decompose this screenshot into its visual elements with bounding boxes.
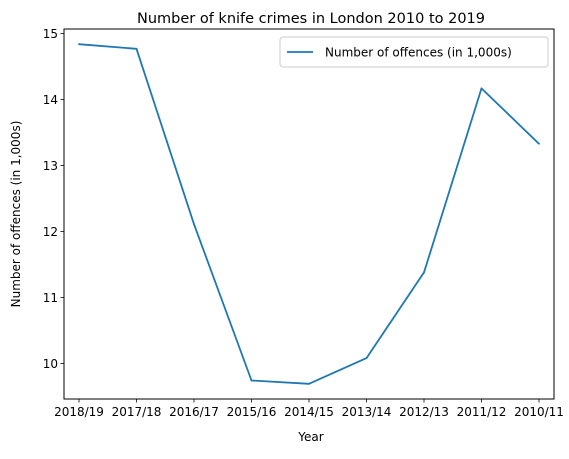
chart-title: Number of knife crimes in London 2010 to… [137, 11, 485, 27]
y-tick-label: 13 [43, 159, 58, 173]
y-axis-label: Number of offences (in 1,000s) [9, 121, 23, 308]
data-point [538, 142, 540, 145]
legend-box [279, 36, 549, 68]
data-point [135, 47, 138, 50]
data-point [308, 382, 310, 385]
y-tick-label: 15 [43, 27, 58, 41]
x-axis: 2018/19 2017/18 2016/17 2015/16 2014/15 2013/… [54, 399, 564, 419]
x-tick-label: 2013/14 [342, 405, 392, 419]
x-tick-label: 2015/16 [227, 405, 277, 419]
y-tick-label: 12 [43, 225, 58, 239]
y-axis: 10 11 12 13 14 15 [43, 27, 64, 371]
x-tick-label: 2016/17 [169, 405, 219, 419]
data-point [365, 357, 368, 360]
legend: Number of offences (in 1,000s) [279, 36, 549, 68]
legend-label: Number of offences (in 1,000s) [325, 46, 512, 60]
data-point [193, 223, 195, 226]
y-tick-label: 11 [43, 291, 58, 305]
data-point [250, 379, 253, 382]
x-tick-label: 2018/19 [54, 405, 104, 419]
x-tick-label: 2010/11 [514, 405, 564, 419]
x-tick-label: 2017/18 [112, 405, 162, 419]
x-tick-label: 2012/13 [399, 405, 449, 419]
x-tick-label: 2014/15 [284, 405, 334, 419]
y-tick-label: 10 [43, 357, 58, 371]
series-layer [78, 43, 540, 385]
x-tick-label: 2011/12 [457, 405, 507, 419]
y-tick-label: 14 [43, 93, 58, 107]
data-point [78, 43, 80, 46]
x-axis-label: Year [297, 430, 323, 444]
data-point [480, 87, 483, 90]
data-point [423, 271, 425, 274]
plot-area [63, 28, 555, 400]
